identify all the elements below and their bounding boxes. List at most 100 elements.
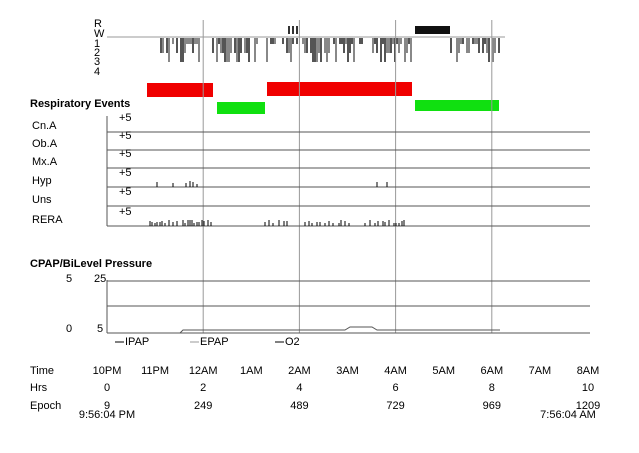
hypno-seg — [462, 38, 464, 44]
hypno-seg — [256, 38, 258, 44]
legend-label: O2 — [285, 336, 300, 348]
footer-tick: 969 — [483, 400, 501, 412]
hypno-seg — [492, 38, 494, 62]
footer-tick: 9 — [104, 400, 110, 412]
footer-tick: 6AM — [480, 365, 503, 377]
hypno-seg — [302, 38, 304, 44]
hypno-seg — [476, 38, 478, 44]
hypno-seg — [274, 38, 276, 44]
hypno-seg — [400, 38, 402, 44]
footer-tick: 10PM — [93, 365, 122, 377]
hypno-seg — [361, 38, 363, 44]
footer-tick: 2 — [200, 382, 206, 394]
footer-tick: 8AM — [577, 365, 600, 377]
row-label: Cn.A — [32, 120, 57, 132]
hypno-seg — [314, 38, 316, 62]
hypno-seg — [474, 38, 476, 44]
hypno-seg — [198, 38, 200, 62]
hypno-seg — [244, 38, 246, 53]
hypno-seg — [306, 38, 308, 53]
hypno-seg — [318, 38, 320, 53]
hypno-seg — [335, 38, 337, 62]
hypno-seg — [290, 38, 292, 62]
rem-tick — [288, 26, 290, 34]
hypno-seg — [272, 38, 274, 44]
hypno-seg — [212, 38, 214, 53]
hypno-seg — [248, 38, 250, 62]
hypno-seg — [180, 38, 182, 62]
hypno-seg — [190, 38, 192, 44]
hypno-seg — [236, 38, 238, 62]
hypno-seg — [186, 38, 188, 44]
stage-bar — [217, 102, 265, 114]
row-label: Uns — [32, 194, 52, 206]
footer-tick: 10 — [582, 382, 594, 394]
legend-label: EPAP — [200, 336, 229, 348]
hypno-seg — [184, 38, 186, 53]
hypno-seg — [478, 38, 480, 53]
footer-label: Time — [30, 365, 54, 377]
hypno-seg — [339, 38, 341, 44]
footer-tick: 4AM — [384, 365, 407, 377]
hypno-seg — [254, 38, 256, 62]
row-scale: +5 — [119, 186, 132, 198]
hypno-seg — [228, 38, 230, 62]
hypno-seg — [172, 38, 174, 44]
hypno-seg — [194, 38, 196, 44]
footer-tick: 12AM — [189, 365, 218, 377]
hypno-seg — [166, 38, 168, 53]
hypno-seg — [333, 38, 335, 44]
hypno-seg — [188, 38, 190, 44]
rem-tick — [296, 26, 298, 34]
footer-tick: 8 — [489, 382, 495, 394]
hypno-seg — [266, 38, 268, 62]
hypno-seg — [458, 38, 460, 53]
hypno-seg — [316, 38, 318, 62]
hypno-seg — [468, 38, 470, 53]
hypno-seg — [376, 38, 378, 53]
hypno-seg — [324, 38, 326, 53]
hypno-seg — [460, 38, 462, 44]
hypno-seg — [396, 38, 398, 44]
end-time: 7:56:04 AM — [540, 409, 596, 421]
hypno-seg — [498, 38, 500, 53]
hypno-seg — [456, 38, 458, 62]
hypno-seg — [343, 38, 345, 53]
hypno-seg — [341, 38, 343, 44]
footer-tick: 729 — [386, 400, 404, 412]
hypno-seg — [222, 38, 224, 53]
footer-tick: 6 — [393, 382, 399, 394]
hypno-seg — [160, 38, 162, 53]
footer-label: Epoch — [30, 400, 61, 412]
hypno-seg — [488, 38, 490, 62]
hypno-seg — [359, 38, 361, 44]
hypno-seg — [347, 38, 349, 62]
hypno-seg — [246, 38, 248, 53]
hypno-seg — [176, 38, 178, 53]
hypno-seg — [218, 38, 220, 44]
legend-label: IPAP — [125, 336, 149, 348]
hypno-seg — [351, 38, 353, 44]
footer-tick: 1AM — [240, 365, 263, 377]
hypno-seg — [220, 38, 222, 53]
row-scale: +5 — [119, 148, 132, 160]
axis-label: 5 — [97, 323, 103, 335]
hypno-seg — [386, 38, 388, 53]
hypno-seg — [466, 38, 468, 53]
grid — [202, 20, 493, 333]
stage-label: 4 — [94, 66, 100, 78]
hypno-seg — [238, 38, 240, 62]
hypno-seg — [328, 38, 330, 53]
section-title: CPAP/BiLevel Pressure — [30, 258, 152, 270]
footer-label: Hrs — [30, 382, 48, 394]
footer-tick: 249 — [194, 400, 212, 412]
row-label: Hyp — [32, 175, 52, 187]
hypno-seg — [390, 38, 392, 53]
hypno-seg — [168, 38, 170, 62]
row-scale: +5 — [119, 130, 132, 142]
hypno-seg — [353, 38, 355, 62]
footer-tick: 5AM — [432, 365, 455, 377]
rem-block — [415, 26, 450, 34]
hypno-seg — [282, 38, 284, 44]
